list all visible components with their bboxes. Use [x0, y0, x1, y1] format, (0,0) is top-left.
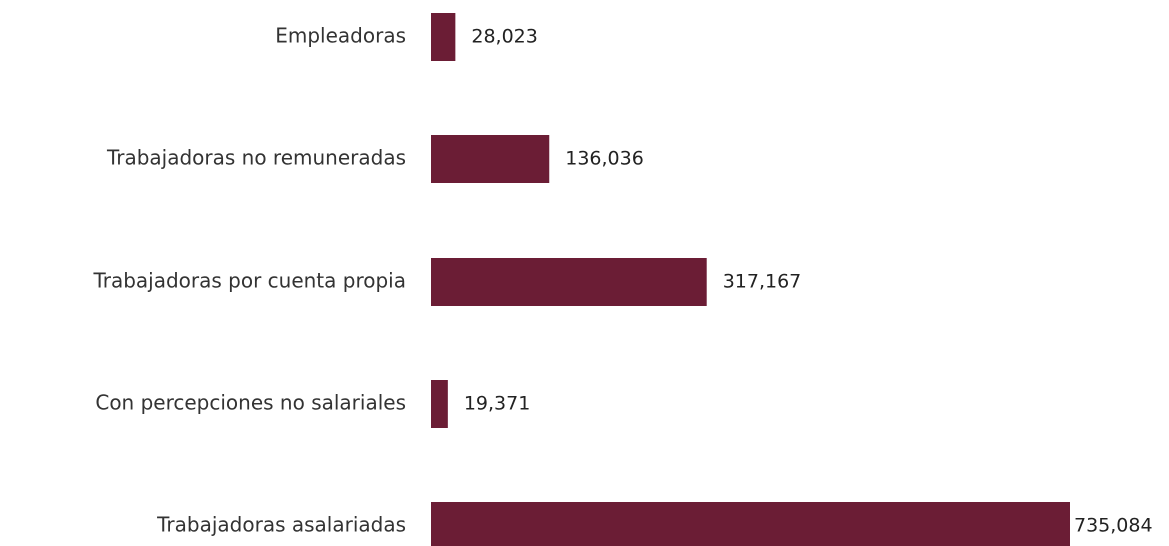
category-label: Trabajadoras no remuneradas: [106, 146, 406, 170]
category-label: Trabajadoras asalariadas: [156, 513, 406, 537]
bar: [431, 258, 707, 306]
value-label: 19,371: [464, 393, 530, 415]
bar: [431, 380, 448, 428]
bar: [431, 502, 1070, 546]
category-label: Empleadoras: [275, 24, 406, 48]
category-label: Trabajadoras por cuenta propia: [92, 269, 406, 293]
value-label: 136,036: [565, 148, 644, 170]
bar: [431, 13, 456, 61]
category-label: Con percepciones no salariales: [95, 391, 406, 415]
value-label: 28,023: [471, 26, 537, 48]
bars-group: Empleadoras 28,023 Trabajadoras no remuner…: [92, 13, 1153, 546]
value-label: 735,084: [1074, 515, 1153, 537]
value-label: 317,167: [723, 271, 802, 293]
bar: [431, 135, 550, 183]
